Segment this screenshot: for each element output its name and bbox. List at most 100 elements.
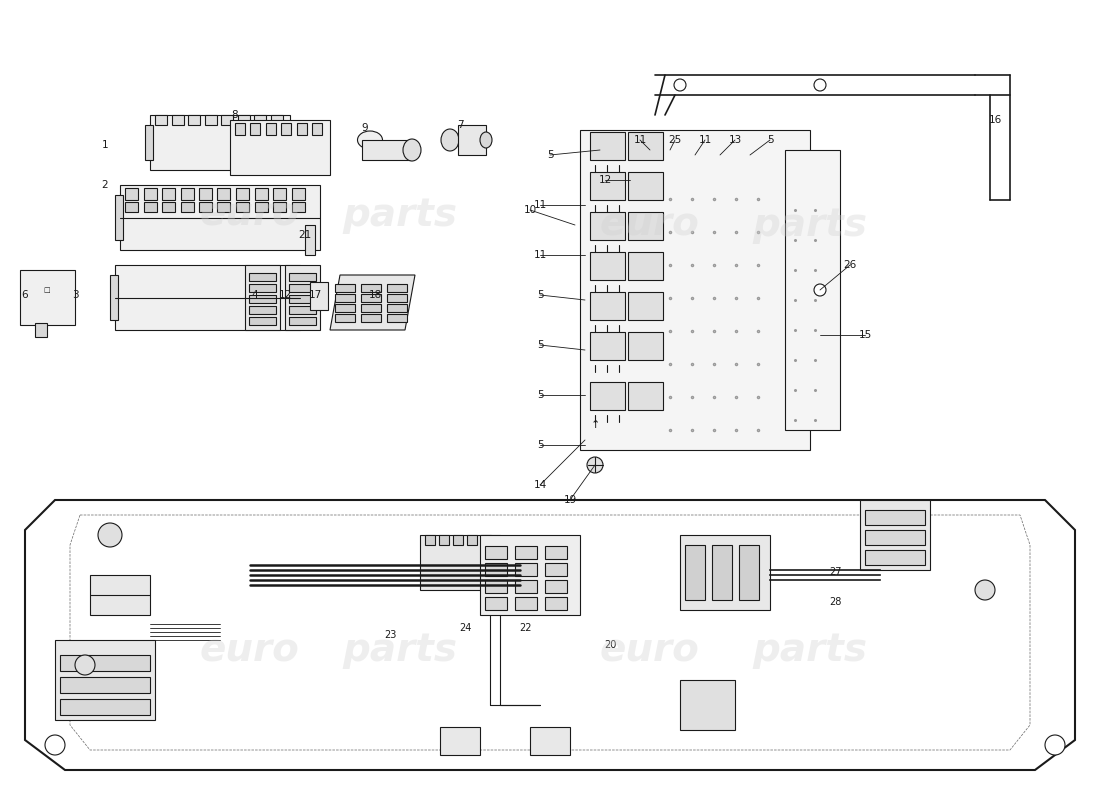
Text: 11: 11 (634, 135, 647, 145)
Bar (440, 727, 480, 755)
Bar (590, 172, 625, 200)
Text: 5: 5 (537, 290, 543, 300)
Bar (361, 304, 381, 312)
Bar (387, 314, 407, 322)
Bar (235, 123, 245, 135)
Bar (453, 535, 463, 545)
Bar (590, 252, 625, 280)
Bar (120, 185, 320, 250)
Bar (544, 546, 566, 559)
Polygon shape (330, 275, 415, 330)
Bar (361, 284, 381, 292)
Bar (485, 546, 507, 559)
Bar (485, 580, 507, 593)
Text: 8: 8 (232, 110, 239, 120)
Text: euro: euro (601, 631, 700, 669)
Bar (361, 314, 381, 322)
Text: 22: 22 (519, 623, 531, 633)
Bar (266, 123, 276, 135)
Bar (125, 202, 138, 212)
Text: 5: 5 (537, 440, 543, 450)
Bar (628, 212, 663, 240)
Bar (420, 535, 500, 590)
Bar (336, 294, 355, 302)
Ellipse shape (441, 129, 459, 151)
Bar (544, 580, 566, 593)
Bar (116, 265, 300, 330)
Bar (481, 535, 491, 545)
Bar (865, 550, 925, 565)
Text: 17: 17 (308, 290, 321, 300)
Bar (590, 292, 625, 320)
Bar (628, 252, 663, 280)
Text: 5: 5 (537, 390, 543, 400)
Bar (205, 115, 217, 125)
Bar (90, 575, 150, 615)
Bar (387, 304, 407, 312)
Bar (236, 202, 249, 212)
Text: parts: parts (342, 631, 458, 669)
Bar (251, 123, 261, 135)
Bar (336, 304, 355, 312)
Text: 2: 2 (101, 180, 108, 190)
Bar (110, 275, 118, 320)
Bar (590, 332, 625, 360)
Text: 25: 25 (669, 135, 682, 145)
Text: parts: parts (342, 196, 458, 234)
Bar (468, 535, 477, 545)
Text: 3: 3 (72, 290, 78, 300)
Bar (480, 535, 580, 615)
Bar (628, 292, 663, 320)
Circle shape (98, 523, 122, 547)
Bar (628, 132, 663, 160)
Bar (515, 546, 537, 559)
Circle shape (975, 580, 996, 600)
Bar (245, 265, 280, 330)
Bar (271, 115, 283, 125)
Bar (230, 120, 330, 175)
Bar (236, 188, 249, 200)
Circle shape (674, 79, 686, 91)
Bar (458, 125, 486, 155)
Bar (590, 132, 625, 160)
Circle shape (814, 284, 826, 296)
Bar (285, 265, 320, 330)
Bar (249, 273, 276, 281)
Bar (218, 188, 231, 200)
Bar (292, 188, 305, 200)
Bar (238, 115, 250, 125)
Bar (218, 202, 231, 212)
Text: 14: 14 (534, 480, 547, 490)
Circle shape (587, 457, 603, 473)
Bar (336, 284, 355, 292)
Text: 19: 19 (563, 495, 576, 505)
Bar (254, 188, 267, 200)
Text: 12: 12 (278, 290, 292, 300)
Text: 11: 11 (698, 135, 712, 145)
Bar (685, 545, 705, 600)
Bar (221, 115, 233, 125)
Ellipse shape (480, 132, 492, 148)
Bar (515, 580, 537, 593)
Bar (485, 597, 507, 610)
Ellipse shape (403, 139, 421, 161)
Text: 5: 5 (547, 150, 553, 160)
Text: 16: 16 (989, 115, 1002, 125)
Text: 20: 20 (604, 640, 616, 650)
Bar (485, 563, 507, 576)
Bar (180, 202, 194, 212)
Text: 28: 28 (828, 597, 842, 607)
Bar (289, 306, 316, 314)
Bar (289, 284, 316, 292)
Bar (739, 545, 759, 600)
Bar (282, 123, 292, 135)
Bar (530, 727, 570, 755)
Text: 24: 24 (459, 623, 471, 633)
Bar (544, 563, 566, 576)
Text: 11: 11 (534, 250, 547, 260)
Text: 5: 5 (537, 340, 543, 350)
Bar (188, 115, 200, 125)
Bar (289, 273, 316, 281)
Bar (254, 115, 266, 125)
Text: parts: parts (752, 206, 868, 244)
